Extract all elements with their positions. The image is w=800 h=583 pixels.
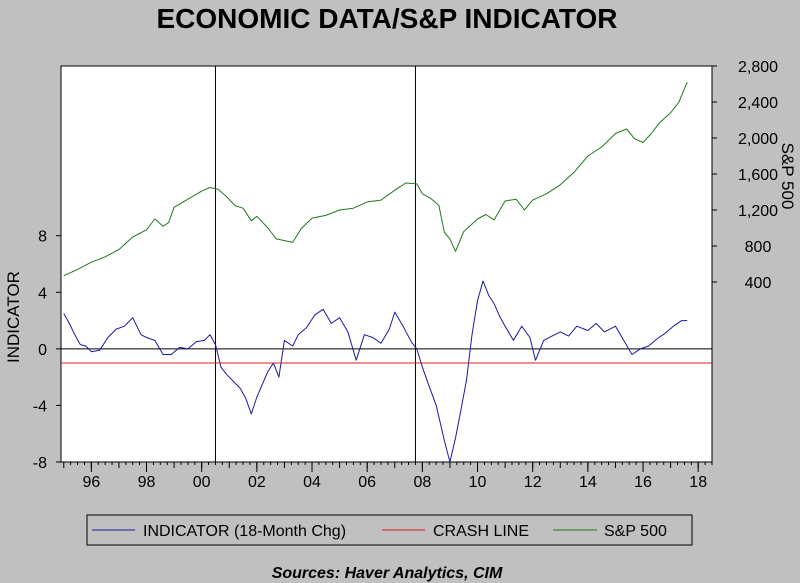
- plot-area: [60, 65, 713, 463]
- legend: INDICATOR (18-Month Chg) CRASH LINE S&P 50…: [86, 514, 693, 546]
- legend-label-indicator-18-month-chg: INDICATOR (18-Month Chg): [143, 523, 346, 540]
- x-tick-label: 04: [303, 474, 321, 491]
- source-note: Sources: Haver Analytics, CIM: [272, 565, 503, 582]
- series-line-indicator-18-month-chg: [63, 280, 688, 463]
- y-axis-left: -8 -4 0 4 8: [33, 229, 61, 472]
- y-right-tick-label: 1,200: [738, 203, 778, 220]
- y-left-tick-label: 4: [38, 285, 47, 302]
- series-group: [61, 82, 712, 463]
- y-right-tick-label: 2,400: [738, 95, 778, 112]
- legend-label-crash-line: CRASH LINE: [433, 523, 529, 540]
- x-tick-label: 16: [634, 474, 652, 491]
- y-left-tick-label: 0: [38, 342, 47, 359]
- x-tick-label: 06: [358, 474, 376, 491]
- x-tick-label: 10: [469, 474, 487, 491]
- x-tick-label: 98: [138, 474, 156, 491]
- x-axis: 96 98 00 02 04 06 08 10 12 14 16 18: [63, 462, 713, 491]
- y-right-tick-label: 1,600: [738, 167, 778, 184]
- reference-lines: [61, 66, 712, 462]
- x-tick-label: 14: [579, 474, 597, 491]
- series-line-s-p-500: [63, 82, 688, 277]
- legend-label-s-p-500: S&P 500: [604, 523, 667, 540]
- y-axis-right-label: S&P 500: [778, 143, 797, 210]
- y-left-tick-label: -4: [33, 398, 47, 415]
- x-tick-label: 08: [413, 474, 431, 491]
- x-tick-label: 18: [689, 474, 707, 491]
- y-right-tick-label: 2,800: [738, 59, 778, 76]
- y-axis-right: 400 800 1,200 1,600 2,000 2,400 2,800: [712, 59, 778, 292]
- y-right-tick-label: 2,000: [738, 131, 778, 148]
- x-tick-label: 00: [193, 474, 211, 491]
- y-left-tick-label: -8: [33, 455, 47, 472]
- y-right-tick-label: 800: [745, 239, 772, 256]
- x-tick-label: 02: [248, 474, 266, 491]
- y-right-tick-label: 400: [745, 275, 772, 292]
- y-axis-left-label: INDICATOR: [4, 271, 23, 363]
- chart-title: ECONOMIC DATA/S&P INDICATOR: [157, 3, 618, 34]
- x-tick-label: 96: [82, 474, 100, 491]
- y-left-tick-label: 8: [38, 229, 47, 246]
- x-tick-label: 12: [524, 474, 542, 491]
